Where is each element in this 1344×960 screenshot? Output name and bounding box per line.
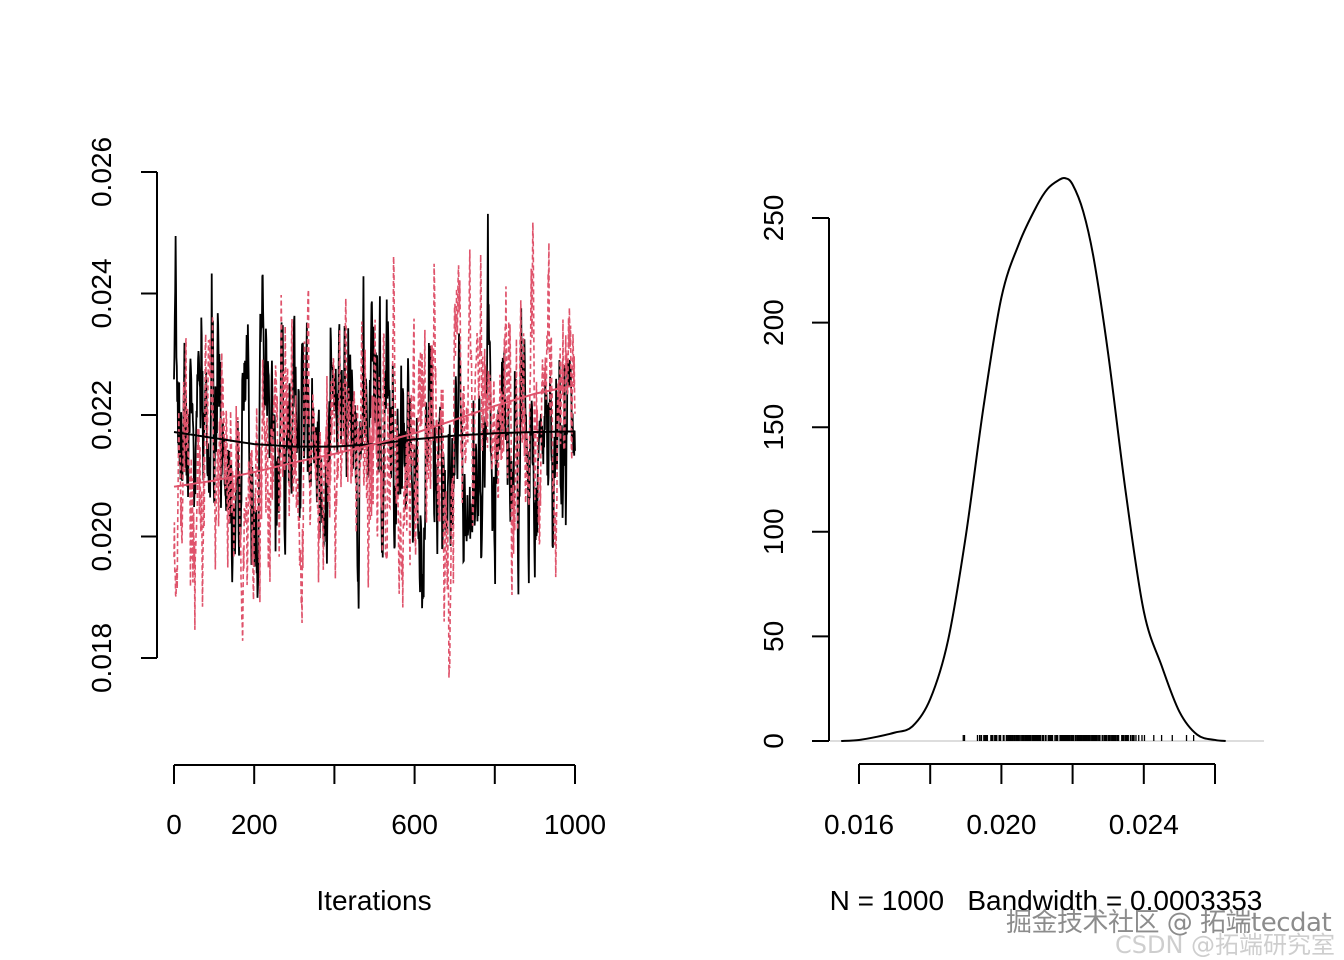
density-plot: 0 50 100 150 200 250 0.016 0.020 0.024 N = 1000… (758, 177, 1264, 916)
trace-plot: 0.018 0.020 0.022 0.024 0.026 0 200 600 1000 It… (86, 137, 606, 916)
trace-y-tick-label: 0.026 (86, 137, 117, 207)
trace-x-tick-label: 600 (391, 809, 438, 840)
trace-line-chain-1 (173, 213, 576, 609)
density-rug-group (962, 735, 1195, 741)
density-y-tick-label: 200 (758, 299, 789, 346)
trace-y-tick-label: 0.020 (86, 501, 117, 571)
density-y-axis: 0 50 100 150 200 250 (758, 195, 830, 749)
trace-smooth-group (173, 384, 576, 488)
density-y-tick-label: 0 (758, 733, 789, 749)
trace-y-axis: 0.018 0.020 0.022 0.024 0.026 (86, 137, 158, 693)
trace-line-chain-2 (173, 222, 576, 678)
trace-x-tick-label: 200 (231, 809, 278, 840)
trace-x-axis: 0 200 600 1000 (166, 764, 606, 840)
density-y-tick-label: 250 (758, 195, 789, 242)
trace-chain-2-smooth (173, 384, 576, 488)
trace-x-tick-label: 1000 (544, 809, 606, 840)
trace-y-tick-label: 0.024 (86, 258, 117, 328)
density-y-tick-label: 100 (758, 508, 789, 555)
trace-x-tick-label: 0 (166, 809, 182, 840)
trace-y-tick-label: 0.022 (86, 380, 117, 450)
watermark-csdn: CSDN @拓端研究室 (1115, 931, 1336, 959)
trace-x-axis-label: Iterations (316, 885, 431, 916)
trace-series-group (173, 213, 576, 678)
trace-y-tick-label: 0.018 (86, 623, 117, 693)
density-x-tick-label: 0.020 (966, 809, 1036, 840)
density-x-tick-label: 0.016 (824, 809, 894, 840)
density-y-tick-label: 50 (758, 621, 789, 652)
density-x-axis: 0.016 0.020 0.024 (824, 763, 1216, 840)
density-y-tick-label: 150 (758, 404, 789, 451)
density-x-tick-label: 0.024 (1109, 809, 1179, 840)
density-curve (841, 177, 1226, 742)
watermark-juejin: 掘金技术社区 @ 拓端tecdat (1006, 908, 1332, 938)
density-curve-group (830, 177, 1264, 742)
density-x-axis-label: N = 1000 Bandwidth = 0.0003353 (830, 885, 1263, 916)
